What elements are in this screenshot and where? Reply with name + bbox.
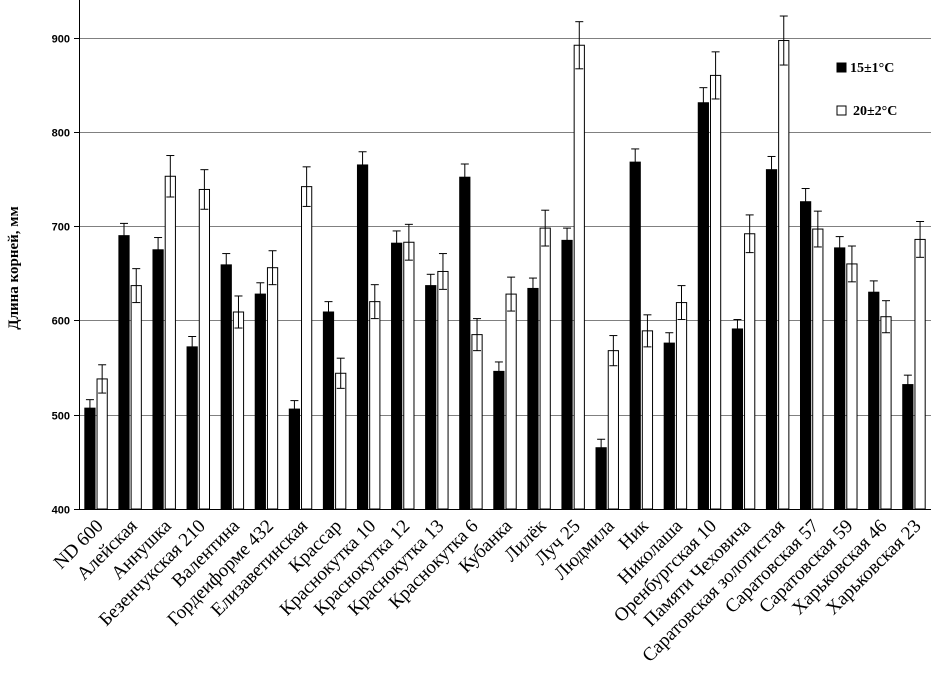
- bar-20c: [335, 372, 347, 510]
- bar-15c: [391, 242, 403, 510]
- legend-swatch: [836, 62, 847, 73]
- legend-label: 15±1°C: [850, 61, 894, 76]
- bar-15c: [595, 447, 607, 510]
- bar-15c: [493, 370, 505, 510]
- bar-20c: [675, 302, 688, 510]
- bar-15c: [561, 239, 573, 510]
- legend-background: [812, 55, 930, 127]
- bar-20c: [744, 233, 756, 510]
- bar-20c: [812, 228, 824, 510]
- legend-swatch: [836, 105, 847, 116]
- bar-20c: [232, 311, 245, 510]
- bar-15c: [459, 176, 471, 510]
- bar-20c: [607, 350, 619, 510]
- bar-15c: [118, 235, 130, 510]
- bar-20c: [846, 263, 858, 510]
- bar-15c: [84, 407, 96, 510]
- legend-label: 20±2°C: [853, 104, 897, 119]
- bar-20c: [96, 378, 108, 510]
- bar-15c: [731, 328, 744, 510]
- y-tick-label: 600: [52, 316, 70, 328]
- y-axis-label: Длина корней, мм: [6, 206, 22, 329]
- bar-20c: [471, 334, 483, 510]
- bar-15c: [663, 342, 675, 510]
- bar-15c: [902, 384, 914, 510]
- bar-20c: [266, 267, 279, 510]
- bar-15c: [527, 287, 539, 510]
- y-tick-label: 400: [52, 505, 70, 517]
- bar-20c: [301, 186, 313, 510]
- bar-20c: [641, 330, 654, 510]
- bar-20c: [130, 285, 142, 510]
- legend: 15±1°C 20±2°C: [836, 61, 897, 119]
- bar-15c: [152, 249, 164, 510]
- bar-20c: [505, 293, 517, 510]
- y-tick-label: 700: [52, 222, 70, 234]
- bar-20c: [778, 40, 790, 510]
- bar-20c: [539, 227, 551, 510]
- y-tick-label: 900: [52, 34, 70, 46]
- bars-group: [84, 40, 926, 510]
- bar-20c: [880, 316, 892, 510]
- y-tick-label: 800: [52, 128, 70, 140]
- bar-20c: [573, 44, 585, 510]
- bar-15c: [186, 346, 198, 510]
- bar-15c: [254, 293, 266, 510]
- bar-20c: [709, 74, 722, 510]
- y-tick-labels: 400 500 600 700 800 900: [52, 34, 70, 517]
- bar-15c: [834, 247, 846, 510]
- error-bars-group: [85, 15, 925, 457]
- bar-15c: [425, 285, 437, 510]
- y-tick-label: 500: [52, 411, 70, 423]
- bar-15c: [697, 102, 709, 510]
- bar-15c: [356, 164, 369, 510]
- bar-15c: [629, 161, 641, 510]
- bar-20c: [369, 301, 381, 510]
- bar-15c: [220, 264, 232, 510]
- bar-15c: [868, 291, 880, 510]
- bar-15c: [765, 169, 778, 510]
- bar-15c: [322, 311, 335, 510]
- bar-15c: [288, 408, 301, 510]
- bar-20c: [403, 241, 415, 510]
- bar-15c: [799, 201, 812, 510]
- bar-20c: [914, 238, 926, 510]
- bar-20c: [198, 188, 211, 510]
- bar-20c: [437, 270, 449, 510]
- bar-20c: [164, 175, 176, 510]
